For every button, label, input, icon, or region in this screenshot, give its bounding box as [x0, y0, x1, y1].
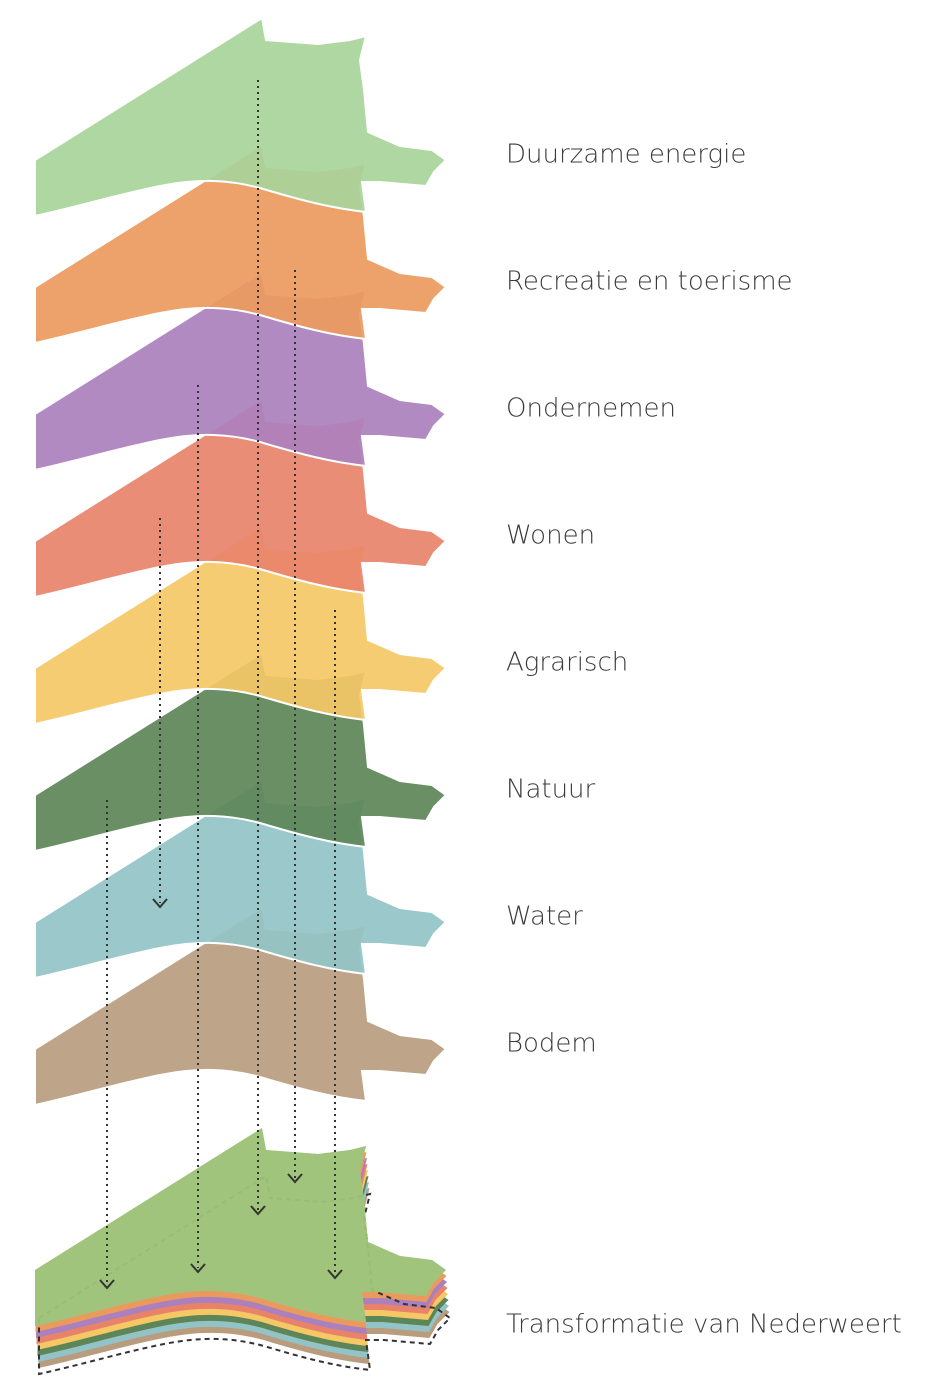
result-label: Transformatie van Nederweert [506, 1310, 902, 1340]
layer-label: Bodem [506, 1029, 597, 1059]
layer-label: Duurzame energie [506, 140, 746, 170]
layer-label: Natuur [506, 775, 596, 805]
layer-label: Wonen [506, 521, 595, 551]
layer-label: Ondernemen [506, 394, 676, 424]
result-stack [35, 1128, 451, 1375]
layer-label: Recreatie en toerisme [506, 267, 793, 297]
layer-label: Water [506, 902, 583, 932]
arrows [99, 80, 343, 1290]
layer-label: Agrarisch [506, 648, 628, 678]
layers: Duurzame energie Recreatie en toerisme Ond… [34, 17, 793, 1106]
